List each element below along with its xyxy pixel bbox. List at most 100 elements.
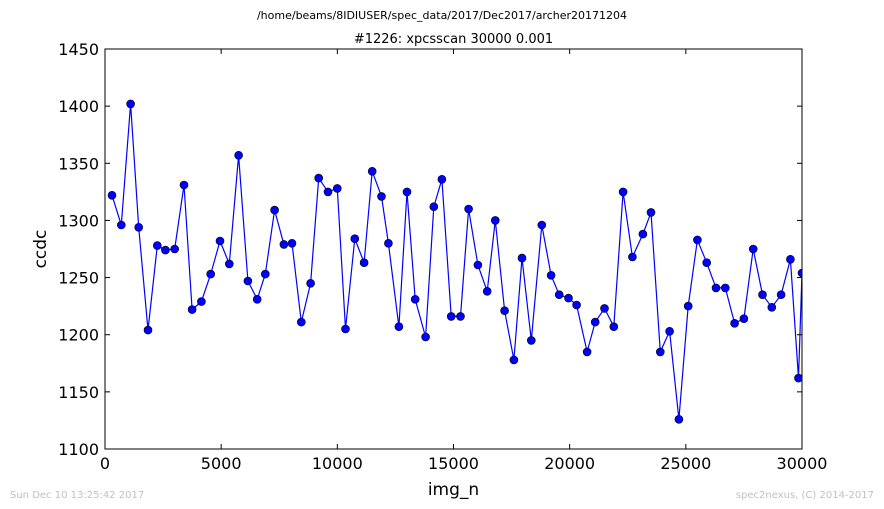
data-point bbox=[464, 204, 473, 214]
data-point bbox=[421, 332, 430, 342]
data-point bbox=[554, 290, 564, 300]
data-point bbox=[314, 173, 324, 183]
data-point bbox=[546, 270, 556, 280]
data-point bbox=[134, 223, 143, 232]
data-point bbox=[161, 245, 170, 255]
plot-frame bbox=[104, 48, 803, 450]
data-point bbox=[197, 297, 206, 306]
y-tick-label: 1450 bbox=[58, 40, 99, 59]
data-point bbox=[646, 208, 656, 217]
data-point bbox=[564, 293, 573, 303]
data-point bbox=[776, 290, 786, 300]
data-point bbox=[287, 239, 297, 248]
data-point bbox=[170, 244, 179, 254]
data-point bbox=[332, 184, 342, 193]
x-tick-label: 20000 bbox=[544, 454, 595, 473]
data-point bbox=[517, 253, 527, 263]
data-point bbox=[693, 235, 702, 245]
y-tick-label: 1200 bbox=[58, 326, 99, 345]
data-point bbox=[638, 229, 648, 239]
data-point bbox=[446, 312, 456, 321]
y-tick-label: 1400 bbox=[58, 97, 99, 116]
data-point bbox=[720, 283, 730, 293]
data-point bbox=[117, 220, 126, 230]
data-point bbox=[384, 239, 393, 248]
data-point bbox=[143, 325, 153, 335]
data-point bbox=[225, 259, 234, 269]
y-tick-label: 1100 bbox=[58, 440, 99, 459]
x-tick-label: 30000 bbox=[777, 454, 828, 473]
data-point bbox=[490, 216, 500, 225]
data-point bbox=[683, 301, 693, 311]
data-point bbox=[410, 294, 420, 304]
data-point bbox=[526, 336, 536, 345]
chart-title: #1226: xpcsscan 30000 0.001 bbox=[354, 32, 553, 47]
data-point bbox=[609, 322, 619, 332]
x-axis-ticks: 0 5000 10000 15000 20000 25000 30000 bbox=[100, 49, 828, 473]
x-tick-label: 0 bbox=[100, 454, 110, 473]
data-point bbox=[367, 167, 377, 176]
data-point bbox=[628, 252, 637, 262]
data-point bbox=[243, 276, 253, 286]
x-axis-label: img_n bbox=[428, 480, 479, 500]
y-axis-ticks: 1100 1150 1200 1250 1300 1350 1400 1450 bbox=[58, 40, 802, 459]
data-point bbox=[323, 187, 333, 197]
data-point bbox=[234, 151, 243, 160]
data-point bbox=[296, 317, 306, 327]
plot-series bbox=[107, 99, 802, 424]
data-point bbox=[786, 254, 795, 264]
data-point bbox=[187, 305, 197, 314]
data-point bbox=[509, 355, 519, 365]
data-point bbox=[794, 373, 802, 383]
data-point bbox=[665, 326, 674, 336]
data-point bbox=[730, 318, 739, 328]
data-point bbox=[711, 283, 721, 293]
data-point bbox=[252, 294, 262, 304]
data-point bbox=[655, 347, 665, 357]
y-tick-label: 1250 bbox=[58, 269, 99, 288]
data-point bbox=[402, 187, 412, 197]
data-point bbox=[377, 192, 386, 201]
data-point bbox=[126, 99, 135, 109]
data-point bbox=[797, 268, 802, 278]
data-point bbox=[767, 302, 777, 312]
data-point bbox=[153, 241, 162, 250]
y-tick-label: 1350 bbox=[58, 154, 99, 173]
data-point bbox=[500, 306, 509, 316]
data-point bbox=[456, 312, 465, 321]
data-point bbox=[739, 314, 749, 324]
data-point bbox=[306, 278, 315, 288]
data-point bbox=[260, 269, 270, 279]
data-point bbox=[473, 260, 483, 270]
data-point bbox=[206, 269, 215, 279]
data-point bbox=[429, 202, 439, 211]
data-point bbox=[582, 347, 592, 357]
data-point bbox=[537, 220, 547, 230]
data-point bbox=[600, 304, 609, 313]
data-point bbox=[270, 205, 279, 215]
data-point bbox=[572, 300, 581, 310]
x-tick-label: 10000 bbox=[312, 454, 363, 473]
data-point bbox=[674, 414, 684, 424]
data-point bbox=[107, 191, 117, 200]
suptitle: /home/beams/8IDIUSER/spec_data/2017/Dec2… bbox=[257, 9, 627, 22]
data-point bbox=[437, 175, 447, 184]
data-point bbox=[590, 317, 600, 327]
data-point bbox=[394, 322, 404, 332]
x-tick-label: 15000 bbox=[428, 454, 479, 473]
data-point bbox=[341, 324, 350, 334]
x-tick-label: 25000 bbox=[660, 454, 711, 473]
data-point bbox=[702, 258, 712, 268]
data-point bbox=[618, 187, 628, 197]
data-point bbox=[748, 244, 758, 254]
data-point bbox=[279, 240, 289, 249]
series-line bbox=[111, 103, 802, 420]
x-tick-label: 5000 bbox=[201, 454, 242, 473]
data-point bbox=[758, 290, 767, 300]
footer-credit: spec2nexus, (C) 2014-2017 bbox=[736, 490, 874, 501]
data-point bbox=[359, 258, 369, 268]
y-tick-label: 1150 bbox=[58, 383, 99, 402]
y-axis-label: ccdc bbox=[31, 230, 51, 269]
y-tick-label: 1300 bbox=[58, 211, 99, 230]
